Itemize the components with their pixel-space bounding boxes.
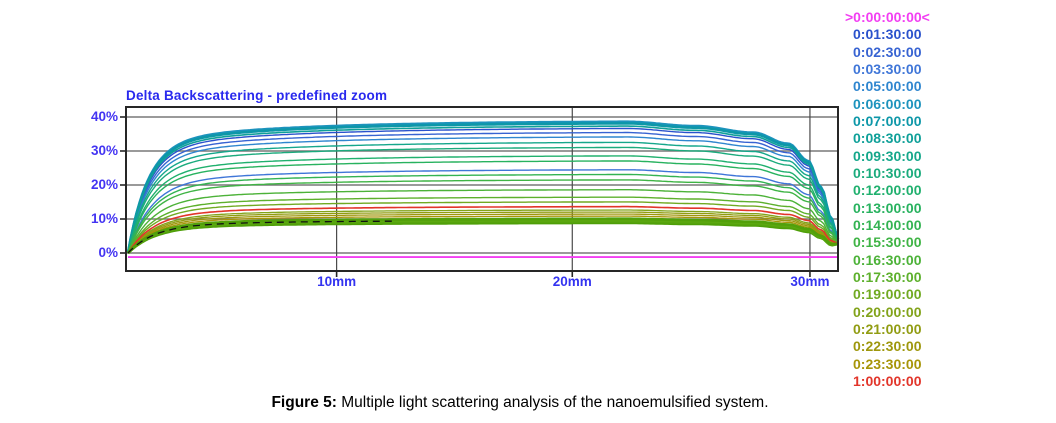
scan-curve — [127, 213, 839, 254]
legend-entry: 0:05:00:00 — [853, 78, 922, 95]
scan-curve — [127, 136, 839, 254]
scan-curve — [127, 125, 839, 254]
x-tick-label: 20mm — [552, 274, 592, 289]
legend-entry: 0:13:00:00 — [853, 199, 922, 216]
scan-curve — [127, 141, 839, 254]
plot-border — [125, 106, 839, 272]
legend-entry: 0:01:30:00 — [853, 26, 922, 43]
scan-curve — [127, 179, 839, 254]
legend-entry: 0:10:30:00 — [853, 164, 922, 181]
legend-entry: 0:09:30:00 — [853, 147, 922, 164]
scan-curve — [127, 196, 839, 254]
y-tick-label: 0% — [98, 245, 118, 260]
scan-curve — [127, 201, 839, 254]
scan-curve — [127, 131, 839, 254]
scan-curve — [126, 120, 840, 254]
scan-time-legend: >0:00:00:00< 0:01:30:00 0:02:30:00 0:03:30:… — [845, 9, 930, 390]
legend-entry: >0:00:00:00< — [845, 9, 930, 25]
legend-entry: 0:02:30:00 — [853, 43, 922, 60]
legend-entry: 0:14:00:00 — [853, 216, 922, 233]
legend-entry: 0:03:30:00 — [853, 60, 922, 77]
legend-entry: 0:17:30:00 — [853, 268, 922, 285]
scan-curve — [127, 127, 839, 254]
scan-curve — [127, 155, 839, 254]
scan-curve — [126, 122, 840, 254]
scan-curve — [127, 211, 839, 254]
legend-entry: 0:15:30:00 — [853, 234, 922, 251]
scan-curve — [127, 189, 839, 254]
legend-entry: 1:00:00:00 — [853, 372, 922, 389]
legend-entry: 0:22:30:00 — [853, 338, 922, 355]
scan-curve-bundle — [127, 221, 839, 255]
scan-curve — [127, 146, 839, 254]
figure-caption-label: Figure 5: — [271, 394, 337, 411]
legend-entry: 0:07:00:00 — [853, 112, 922, 129]
legend-entry: 0:19:00:00 — [853, 286, 922, 303]
scan-curve-bundle — [126, 217, 839, 254]
scan-curve — [127, 205, 839, 254]
scan-curve — [127, 209, 839, 254]
x-tick-label: 30mm — [790, 274, 830, 289]
legend-entry: 0:23:30:00 — [853, 355, 922, 372]
figure-caption: Figure 5: Multiple light scattering anal… — [0, 394, 1040, 412]
chart-title: Delta Backscattering - predefined zoom — [126, 88, 388, 103]
scan-curve — [127, 169, 839, 254]
legend-entry: 0:06:00:00 — [853, 95, 922, 112]
y-tick-label: 10% — [90, 211, 118, 226]
legend-entry: 0:12:00:00 — [853, 182, 922, 199]
legend-entry: 0:20:00:00 — [853, 303, 922, 320]
scan-curve — [127, 160, 839, 254]
marker-dash-line — [127, 220, 395, 254]
legend-entry: 0:16:30:00 — [853, 251, 922, 268]
scan-curve — [127, 215, 839, 254]
y-tick-label: 40% — [90, 109, 118, 124]
scan-curve — [127, 173, 839, 254]
plot-canvas — [120, 106, 840, 277]
figure-caption-text: Multiple light scattering analysis of th… — [336, 394, 769, 411]
y-tick-label: 20% — [90, 177, 118, 192]
legend-entry: 0:21:00:00 — [853, 320, 922, 337]
legend-entry: 0:08:30:00 — [853, 130, 922, 147]
x-tick-label: 10mm — [317, 274, 357, 289]
y-tick-label: 30% — [90, 143, 118, 158]
